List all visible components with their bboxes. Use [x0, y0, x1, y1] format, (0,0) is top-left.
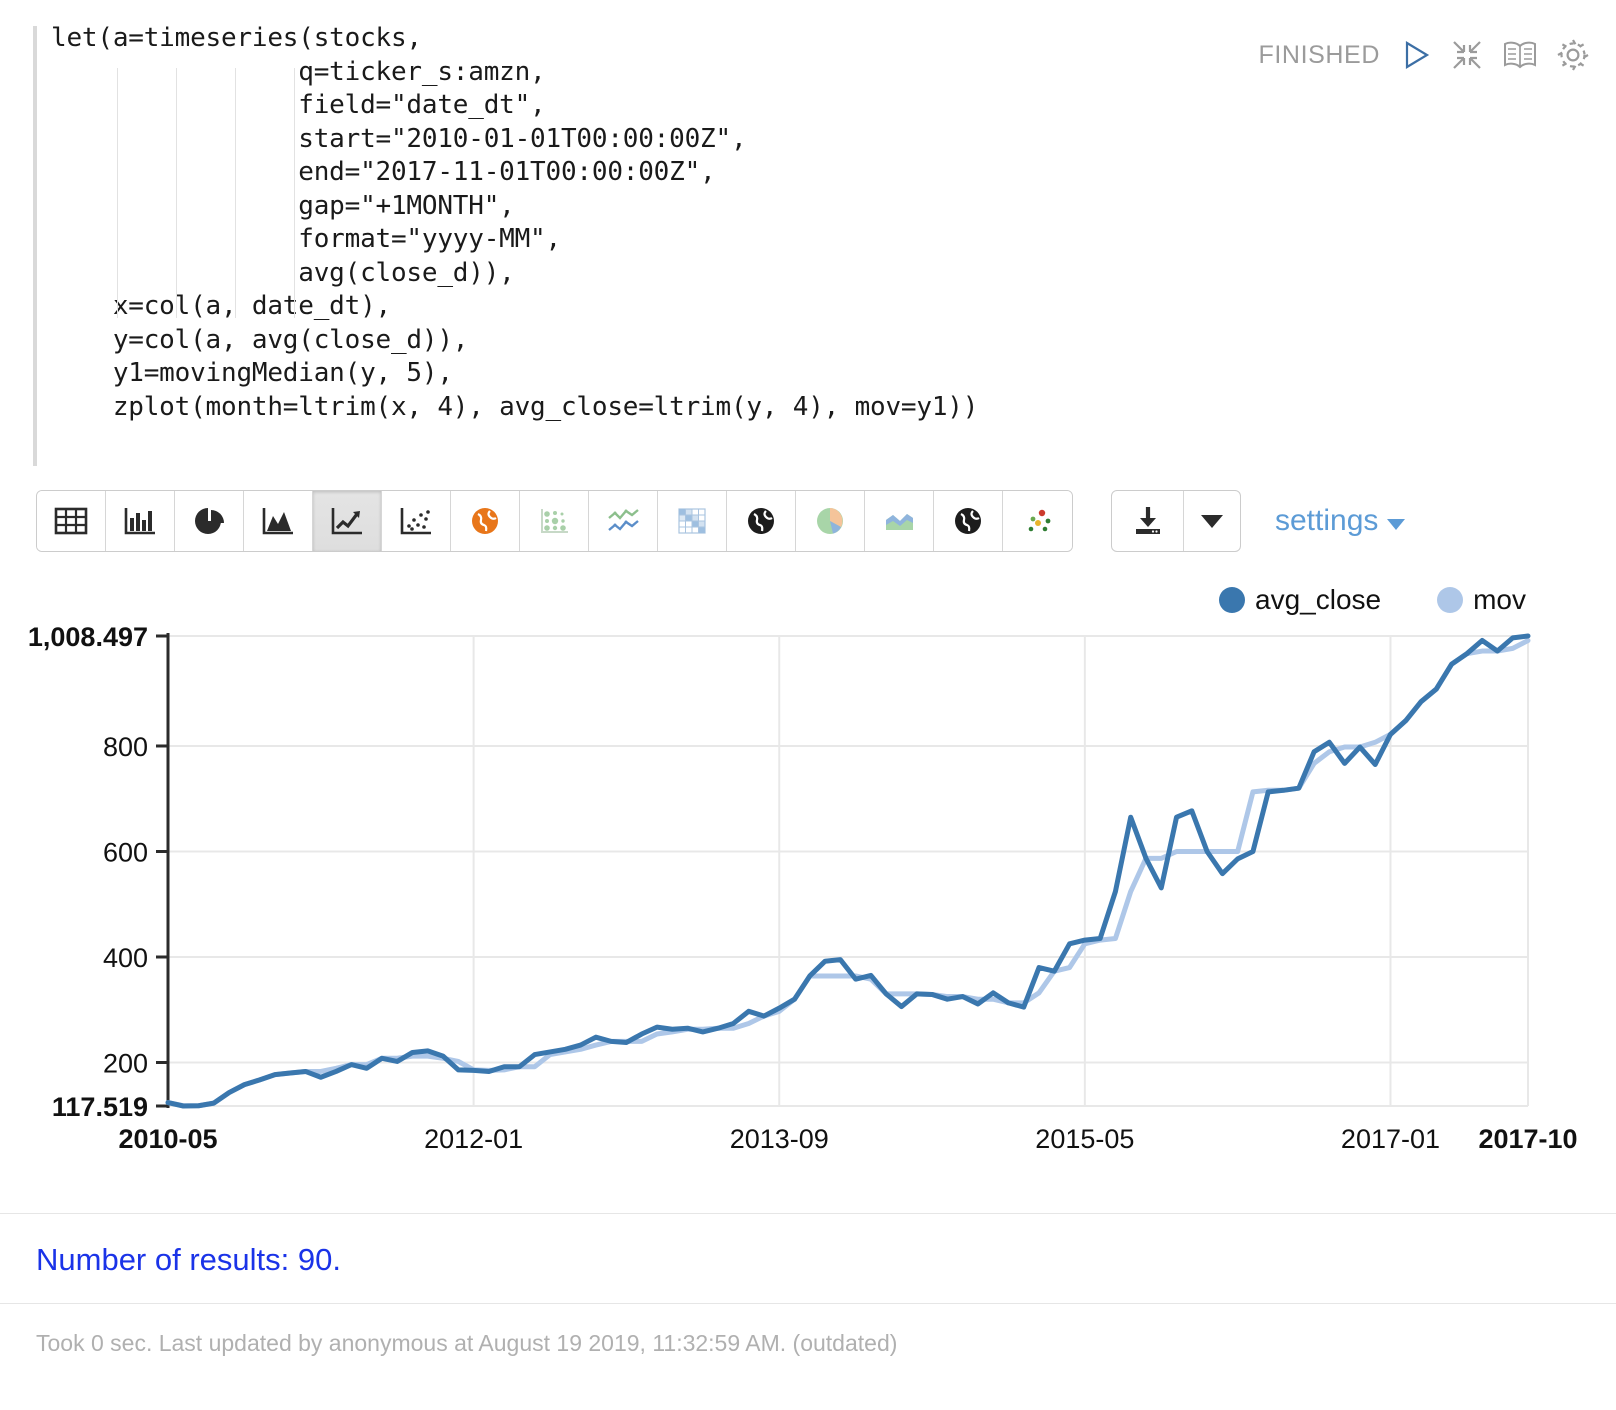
y-axis-tick-label: 1,008.497	[28, 622, 148, 652]
chevron-down-icon	[1387, 518, 1406, 530]
x-axis-tick-label: 2017-10	[1478, 1124, 1577, 1154]
divider-bottom	[0, 1303, 1616, 1304]
chart-type-button-group	[36, 490, 1073, 552]
y-axis-tick-label: 117.519	[52, 1092, 148, 1122]
globe-orange-icon[interactable]	[451, 491, 520, 551]
download-dropdown-icon[interactable]	[1184, 491, 1240, 551]
y-axis-tick-label: 600	[103, 837, 148, 867]
code-editor[interactable]: let(a=timeseries(stocks, q=ticker_s:amzn…	[0, 0, 1616, 466]
x-axis-tick-label: 2015-05	[1035, 1124, 1134, 1154]
globe-dark-icon[interactable]	[727, 491, 796, 551]
line-chart: avg_close mov 1,008.497 800 600 400 200 117.5…	[0, 566, 1616, 1166]
paragraph-status-bar: FINISHED	[1259, 38, 1590, 72]
download-icon[interactable]	[1112, 491, 1184, 551]
book-icon[interactable]	[1502, 38, 1538, 72]
divider-top	[0, 1213, 1616, 1214]
y-axis-tick-label: 800	[103, 732, 148, 762]
y-axis-tick-label: 400	[103, 943, 148, 973]
run-icon[interactable]	[1398, 38, 1432, 72]
area-chart-icon[interactable]	[244, 491, 313, 551]
line-chart-icon[interactable]	[313, 491, 382, 551]
x-axis-tick-label: 2013-09	[730, 1124, 829, 1154]
chart-legend: avg_close mov	[1219, 584, 1526, 616]
multi-line-icon[interactable]	[589, 491, 658, 551]
gear-icon[interactable]	[1556, 38, 1590, 72]
legend-label: avg_close	[1255, 584, 1382, 615]
dot-cluster-icon[interactable]	[1003, 491, 1072, 551]
pie-pastel-icon[interactable]	[796, 491, 865, 551]
visualization-toolbar: settings	[0, 486, 1616, 556]
legend-swatch	[1437, 587, 1464, 613]
x-axis-tick-label: 2017-01	[1341, 1124, 1440, 1154]
table-icon[interactable]	[37, 491, 106, 551]
code-text[interactable]: let(a=timeseries(stocks, q=ticker_s:amzn…	[51, 23, 979, 422]
download-button-group	[1111, 490, 1241, 552]
legend-item-mov[interactable]: mov	[1437, 584, 1526, 616]
code-gutter-bar	[33, 26, 37, 466]
settings-button[interactable]: settings	[1275, 504, 1406, 538]
bar-chart-icon[interactable]	[106, 491, 175, 551]
pie-chart-icon[interactable]	[175, 491, 244, 551]
paragraph-footer-status: Took 0 sec. Last updated by anonymous at…	[36, 1330, 898, 1356]
legend-swatch	[1219, 587, 1245, 613]
scatter-chart-icon[interactable]	[382, 491, 451, 551]
legend-item-avg-close[interactable]: avg_close	[1219, 584, 1381, 616]
y-axis-tick-label: 200	[103, 1048, 148, 1078]
results-count: Number of results: 90.	[36, 1242, 341, 1277]
status-text: FINISHED	[1258, 40, 1380, 69]
x-axis-tick-label: 2010-05	[118, 1124, 217, 1154]
heatmap-icon[interactable]	[658, 491, 727, 551]
legend-label: mov	[1473, 584, 1526, 615]
settings-label: settings	[1275, 504, 1379, 537]
collapse-icon[interactable]	[1450, 38, 1484, 72]
stacked-area-icon[interactable]	[865, 491, 934, 551]
globe-dark-2-icon[interactable]	[934, 491, 1003, 551]
bubble-grid-icon[interactable]	[520, 491, 589, 551]
x-axis-tick-label: 2012-01	[424, 1124, 523, 1154]
